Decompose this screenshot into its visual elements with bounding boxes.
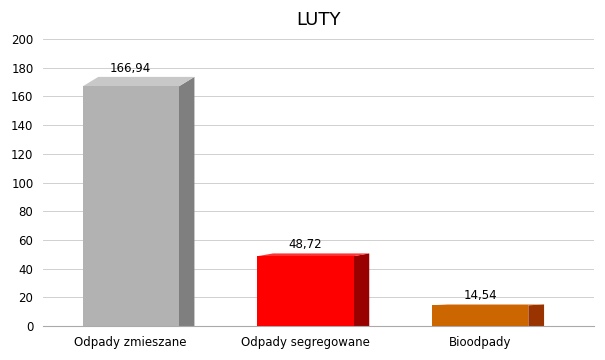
Polygon shape <box>528 305 544 326</box>
Polygon shape <box>353 253 369 326</box>
Polygon shape <box>178 77 194 326</box>
Text: 48,72: 48,72 <box>289 238 322 251</box>
Title: LUTY: LUTY <box>296 11 341 29</box>
Bar <box>257 256 353 326</box>
Polygon shape <box>257 253 369 256</box>
Bar <box>82 86 178 326</box>
Text: 14,54: 14,54 <box>463 289 497 302</box>
Polygon shape <box>82 77 194 86</box>
Bar <box>432 305 528 326</box>
Text: 166,94: 166,94 <box>110 62 151 75</box>
